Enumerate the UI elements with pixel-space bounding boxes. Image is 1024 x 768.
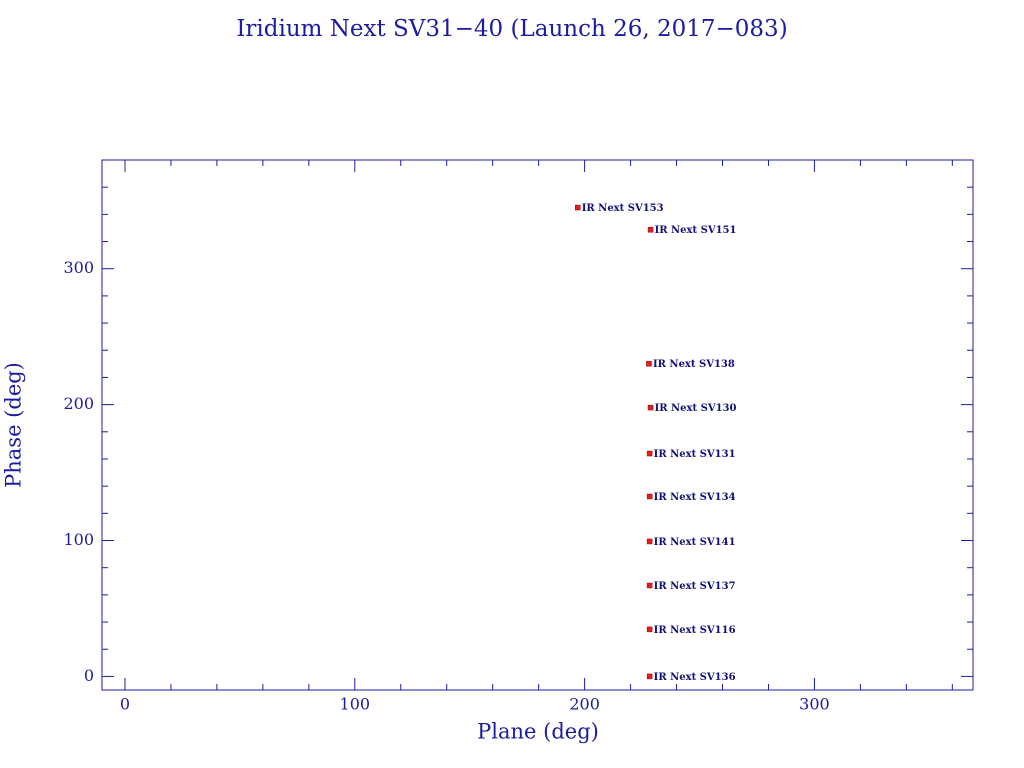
y-tick-label: 0	[84, 666, 94, 685]
point-label: IR Next SV153	[582, 203, 664, 214]
point-label: IR Next SV136	[654, 672, 736, 683]
x-tick-label: 300	[799, 695, 830, 714]
point	[646, 626, 653, 633]
y-tick-label: 200	[63, 394, 94, 413]
point	[646, 673, 653, 680]
point	[646, 582, 653, 589]
point-label: IR Next SV131	[654, 449, 736, 460]
point	[646, 538, 653, 545]
x-axis-label: Plane (deg)	[477, 720, 599, 744]
y-tick-label: 300	[63, 258, 94, 277]
point-label: IR Next SV138	[653, 359, 735, 370]
point-label: IR Next SV134	[654, 492, 736, 503]
chart-title: Iridium Next SV31−40 (Launch 26, 2017−08…	[236, 16, 787, 42]
x-tick-label: 200	[569, 695, 600, 714]
point-label: IR Next SV137	[654, 581, 736, 592]
point	[574, 204, 581, 211]
point	[646, 450, 653, 457]
point-label: IR Next SV116	[654, 625, 736, 636]
point-label: IR Next SV151	[655, 225, 737, 236]
plot-frame	[101, 159, 974, 691]
point	[647, 226, 654, 233]
point	[646, 493, 653, 500]
point-label: IR Next SV141	[654, 537, 736, 548]
point	[646, 360, 652, 367]
x-tick-label: 0	[120, 695, 130, 714]
y-axis-label: Phase (deg)	[2, 362, 26, 488]
y-tick-label: 100	[63, 530, 94, 549]
x-tick-label: 100	[340, 695, 371, 714]
point-label: IR Next SV130	[655, 403, 737, 414]
point	[647, 404, 654, 411]
